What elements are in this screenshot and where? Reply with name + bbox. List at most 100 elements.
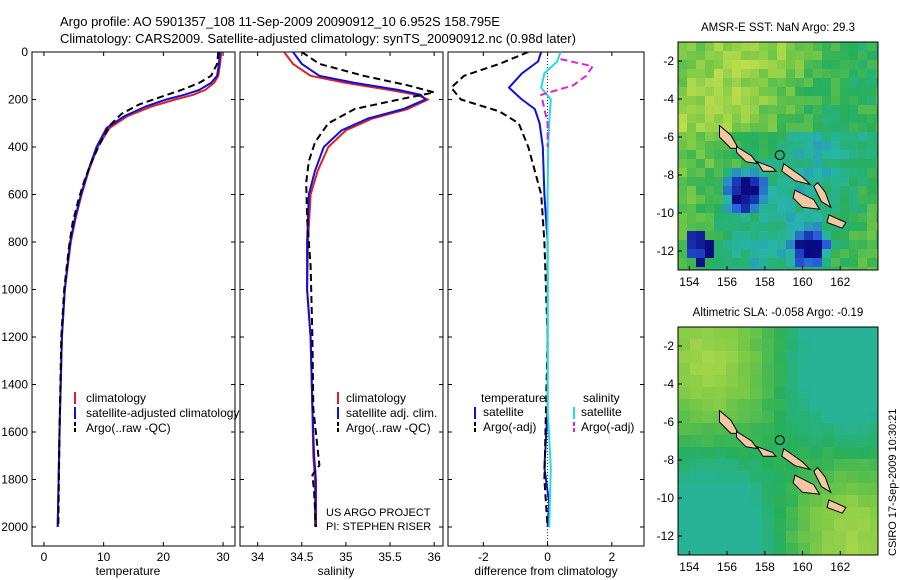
map-cell [678,186,688,196]
map-cell [726,387,739,400]
map-cell [867,132,877,142]
x-tick-label: 20 [157,550,171,564]
map-cell [759,96,769,106]
map-cell [777,105,787,115]
map-cell [714,186,724,196]
series-climatology-line [56,52,223,528]
map-cell [822,339,835,352]
map-cell [867,222,877,232]
map-cell [822,231,832,241]
map-cell [705,78,715,88]
salinity-panel-frame [239,51,444,547]
map-cell [768,141,778,151]
map-cell [750,495,763,508]
map-cell [849,168,859,178]
map-cell [732,96,742,106]
island-shape [756,160,778,172]
map-cell [798,447,811,460]
map-cell [834,375,847,388]
map-cell [867,159,877,169]
series-argo-raw-qc-line [57,52,220,528]
map-cell [876,60,878,70]
map-cell [822,447,835,460]
map-cell [768,240,778,250]
map-cell [750,222,760,232]
map-cell [858,447,871,460]
map-cell [741,87,751,97]
map-cell [678,123,688,133]
map-cell [831,159,841,169]
map-cell [759,60,769,70]
map-cell [705,123,715,133]
map-cell [846,435,859,448]
map-cell [750,240,760,250]
map-cell [834,471,847,484]
map-cell [750,411,763,424]
map-cell [846,351,859,364]
map-cell [702,459,715,472]
map-cell [831,222,841,232]
map-cell [768,204,778,214]
map-cell [777,240,787,250]
map-cell [738,339,751,352]
map-cell [870,327,878,340]
map-cell [741,195,751,205]
map-cell [786,177,796,187]
map-cell [804,168,814,178]
temperature-axis-label: temperature [96,564,161,578]
map-cell [762,543,775,555]
map-cell [705,186,715,196]
map-cell [798,423,811,436]
map-cell [795,141,805,151]
map-cell [870,363,878,376]
map-cell [795,186,805,196]
map-cell [678,267,688,270]
map-cell [678,258,688,268]
map-cell [849,87,859,97]
map-cell [702,399,715,412]
map-cell [831,123,841,133]
map-cell [774,387,787,400]
map-cell [678,531,691,544]
map-cell [810,435,823,448]
map-cell [786,483,799,496]
map-cell [741,231,751,241]
timestamp-credit: CSIRO 17-Sep-2009 10:30:21 [887,409,899,556]
map-cell [822,114,832,124]
map-cell [795,168,805,178]
map-cell [831,240,841,250]
map-x-tick-label: 160 [793,275,813,289]
map-cell [822,132,832,142]
map-cell [738,459,751,472]
map-cell [870,531,878,544]
map-cell [723,222,733,232]
map-cell [849,258,859,268]
map-cell [750,42,760,52]
map-cell [741,141,751,151]
map-cell [702,483,715,496]
map-cell [870,435,878,448]
map-cell [750,132,760,142]
map-cell [723,96,733,106]
map-cell [804,231,814,241]
map-cell [858,114,868,124]
map-cell [795,78,805,88]
map-cell [777,78,787,88]
map-cell [846,519,859,532]
map-cell [822,363,835,376]
island-shape [781,447,812,471]
map-cell [696,222,706,232]
map-cell [738,447,751,460]
map-cell [678,141,688,151]
map-cell [810,399,823,412]
map-cell [768,132,778,142]
map-cell [714,327,727,340]
map-cell [795,159,805,169]
map-cell [726,339,739,352]
map-cell [858,222,868,232]
map-cell [786,435,799,448]
map-cell [678,327,691,340]
map-cell [786,495,799,508]
map-cell [759,69,769,79]
map-cell [834,423,847,436]
